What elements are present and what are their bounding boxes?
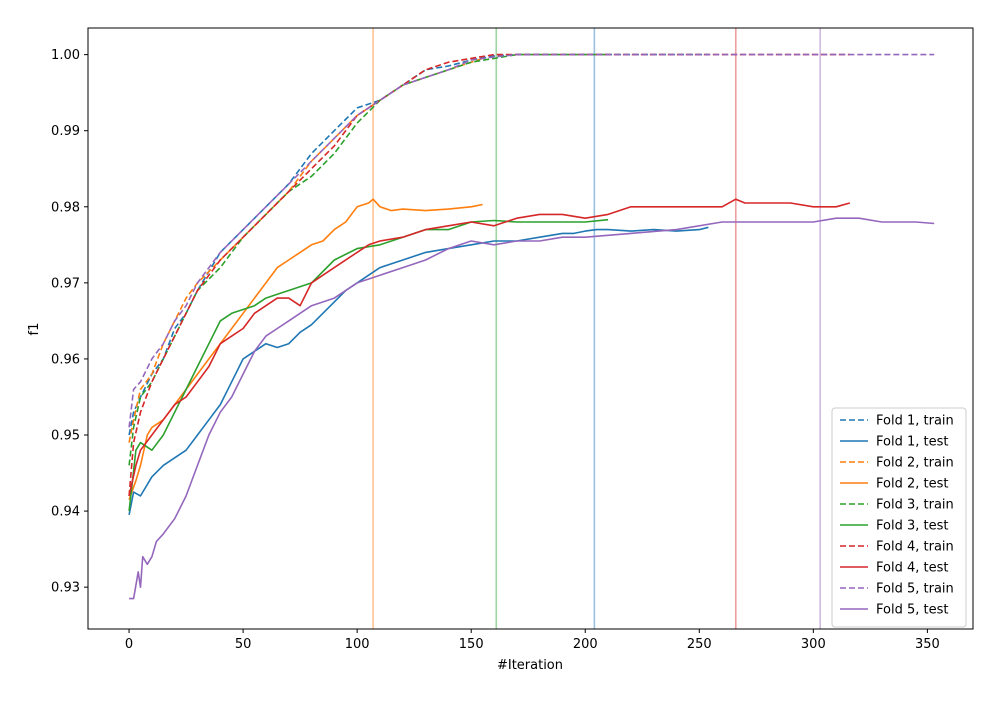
legend-label: Fold 4, test: [876, 561, 948, 576]
y-tick-label: 0.93: [51, 581, 80, 596]
legend-label: Fold 5, test: [876, 603, 948, 618]
y-tick-label: 0.98: [51, 200, 80, 215]
series-line-fold-1-test: [128, 226, 709, 516]
x-tick-label: 100: [345, 637, 370, 652]
x-tick-label: 200: [573, 637, 598, 652]
y-tick-label: 1.00: [51, 48, 80, 63]
y-tick-label: 0.96: [51, 352, 80, 367]
legend-label: Fold 5, train: [876, 582, 954, 597]
y-tick-label: 0.95: [51, 429, 80, 444]
x-axis-label: #Iteration: [497, 658, 563, 673]
series-line-fold-5-test: [129, 217, 935, 600]
legend: Fold 1, train Fold 1, test Fold 2, train Fo…: [831, 407, 967, 628]
y-axis-ticks: 0.93 0.94 0.95 0.96 0.97 0.98 0.99 1.00: [51, 48, 88, 596]
y-axis-label: f1: [27, 323, 42, 336]
y-tick-label: 0.97: [51, 276, 80, 291]
y-tick-label: 0.94: [51, 505, 80, 520]
legend-box: [831, 407, 967, 628]
series-line-fold-5-train: [128, 53, 935, 428]
legend-label: Fold 3, test: [876, 519, 948, 534]
x-tick-label: 300: [801, 637, 826, 652]
x-tick-label: 350: [915, 637, 940, 652]
legend-label: Fold 2, test: [876, 477, 948, 492]
x-tick-label: 250: [687, 637, 712, 652]
x-tick-label: 150: [459, 637, 484, 652]
y-tick-label: 0.99: [51, 124, 80, 139]
legend-label: Fold 2, train: [876, 456, 954, 471]
series-line-fold-4-test: [128, 198, 851, 497]
x-tick-label: 0: [125, 637, 133, 652]
x-tick-label: 50: [235, 637, 252, 652]
legend-label: Fold 4, train: [876, 540, 954, 555]
vertical-markers: [372, 28, 821, 629]
legend-label: Fold 3, train: [876, 498, 954, 513]
plot-area: [128, 53, 935, 600]
series-line-fold-3-test: [128, 218, 609, 512]
plot-frame: [87, 27, 974, 630]
legend-label: Fold 1, test: [876, 435, 948, 450]
x-axis-ticks: 0 50 100 150 200 250 300 350: [125, 629, 940, 652]
legend-label: Fold 1, train: [876, 414, 954, 429]
